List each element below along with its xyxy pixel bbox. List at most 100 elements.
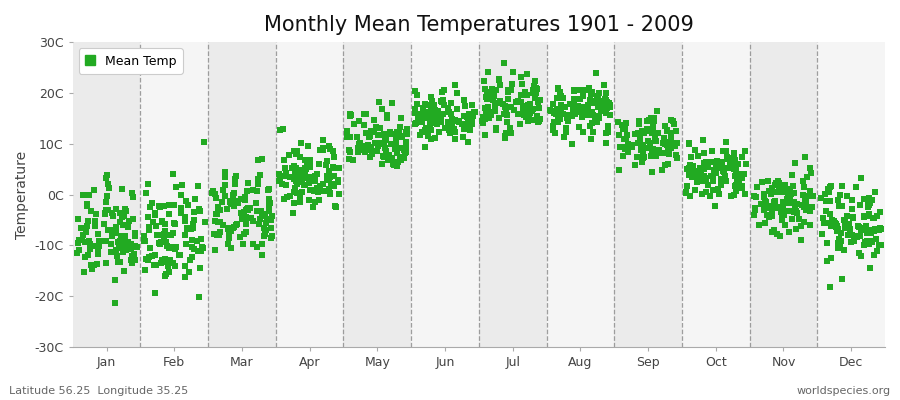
Point xyxy=(112,243,127,250)
Point xyxy=(861,198,876,205)
Point xyxy=(178,218,193,224)
Point xyxy=(423,120,437,126)
Point xyxy=(296,174,310,180)
Point xyxy=(717,168,732,175)
Point xyxy=(765,207,779,214)
Point xyxy=(162,211,176,217)
Point xyxy=(797,198,812,204)
Point xyxy=(151,203,166,209)
Point xyxy=(854,174,868,181)
Point xyxy=(119,247,133,253)
Point xyxy=(426,117,440,124)
Point xyxy=(95,238,110,244)
Point xyxy=(316,147,330,153)
Point xyxy=(599,104,614,111)
Point xyxy=(667,120,681,127)
Point xyxy=(290,189,304,196)
Point xyxy=(505,81,519,88)
Point xyxy=(116,222,130,228)
Point xyxy=(146,219,160,226)
Point xyxy=(827,218,842,225)
Point xyxy=(99,207,113,214)
Point xyxy=(324,182,338,189)
Point xyxy=(391,159,405,165)
Point xyxy=(481,114,495,120)
Point xyxy=(222,225,237,232)
Point xyxy=(500,112,514,118)
Point xyxy=(237,230,251,237)
Point xyxy=(128,242,142,249)
Point xyxy=(630,153,644,160)
Point xyxy=(279,182,293,188)
Point xyxy=(862,241,877,248)
Point xyxy=(517,109,531,115)
Point xyxy=(520,110,535,116)
Point xyxy=(644,169,659,175)
Point xyxy=(820,240,834,246)
Point xyxy=(172,251,186,258)
Point xyxy=(873,209,887,216)
Point xyxy=(158,273,172,280)
Point xyxy=(770,180,784,186)
Point xyxy=(240,215,255,221)
Point xyxy=(310,189,325,195)
Point xyxy=(123,257,138,264)
Point xyxy=(461,117,475,123)
Point xyxy=(222,232,237,238)
Point xyxy=(416,105,430,112)
Point xyxy=(298,182,312,189)
Point xyxy=(467,109,482,116)
Point xyxy=(709,169,724,176)
Point xyxy=(320,188,334,194)
Point xyxy=(381,156,395,163)
Point xyxy=(423,114,437,120)
Point xyxy=(628,162,643,168)
Point xyxy=(483,112,498,118)
Point xyxy=(528,85,543,91)
Point xyxy=(516,108,530,114)
Point xyxy=(374,125,388,132)
Point xyxy=(616,125,630,132)
Point xyxy=(250,244,265,250)
Point xyxy=(792,216,806,222)
Point xyxy=(228,198,242,204)
Point xyxy=(166,171,180,177)
Point xyxy=(648,130,662,136)
Point xyxy=(679,188,693,195)
Point xyxy=(81,238,95,244)
Point xyxy=(272,178,286,184)
Point xyxy=(623,144,637,150)
Point xyxy=(706,187,720,193)
Point xyxy=(161,232,176,238)
Point xyxy=(735,182,750,189)
Point xyxy=(142,254,157,260)
Point xyxy=(179,198,194,204)
Point xyxy=(858,225,872,232)
Title: Monthly Mean Temperatures 1901 - 2009: Monthly Mean Temperatures 1901 - 2009 xyxy=(264,15,694,35)
Point xyxy=(445,124,459,130)
Point xyxy=(240,207,255,214)
Point xyxy=(400,126,414,133)
Point xyxy=(589,70,603,76)
Point xyxy=(631,130,645,136)
Point xyxy=(92,238,106,244)
Point xyxy=(584,108,598,115)
Point xyxy=(641,138,655,144)
Point xyxy=(430,120,445,127)
Point xyxy=(768,198,782,204)
Point xyxy=(239,207,254,214)
Point xyxy=(698,158,713,165)
Point xyxy=(598,96,613,103)
Point xyxy=(782,200,796,206)
Point xyxy=(824,255,838,262)
Point xyxy=(586,112,600,118)
Point xyxy=(83,240,97,247)
Point xyxy=(366,128,381,134)
Point xyxy=(773,209,788,216)
Point xyxy=(870,213,885,220)
Point xyxy=(815,231,830,238)
Point xyxy=(388,131,402,138)
Point xyxy=(547,110,562,116)
Point xyxy=(625,144,639,150)
Point xyxy=(410,92,424,98)
